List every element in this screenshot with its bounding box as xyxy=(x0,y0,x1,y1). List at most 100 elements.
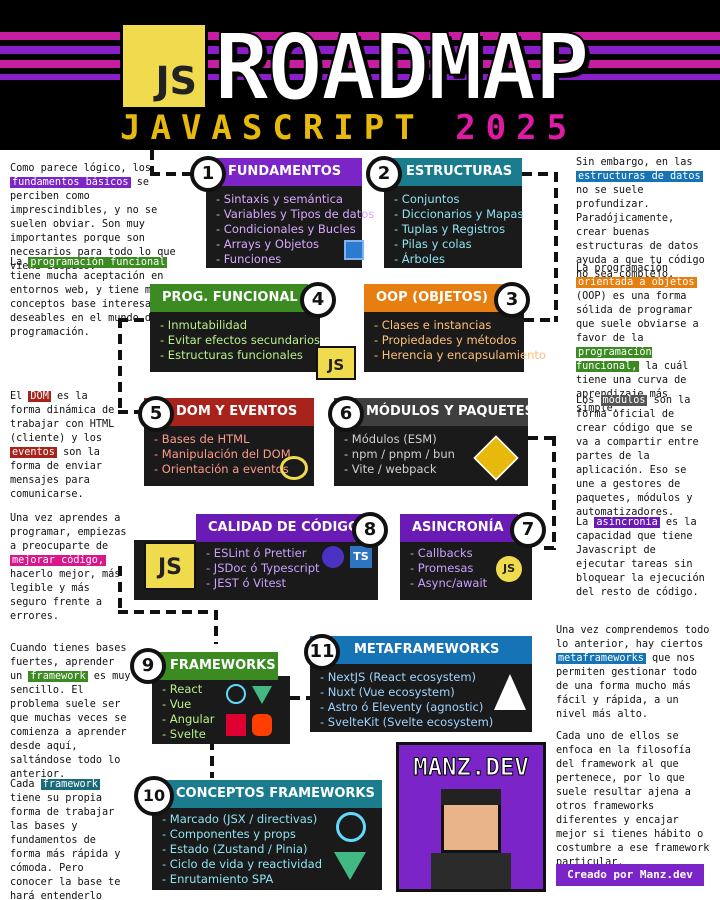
network-icon xyxy=(280,456,308,480)
topic-item: - Módulos (ESM) xyxy=(344,432,437,446)
subtitle-year: 2025 xyxy=(455,108,578,148)
note-text: no se suele profundizar. Paradójicamente… xyxy=(576,185,705,280)
topic-item: - React xyxy=(162,682,203,696)
topic-item: - Orientación a eventos xyxy=(154,462,289,476)
connector-line xyxy=(118,318,154,322)
note-prog-funcional: La programación funcional tiene mucha ac… xyxy=(10,256,188,340)
js-logo-text: JS xyxy=(155,59,197,103)
note-text: hacerlo mejor, más legible y más seguro … xyxy=(10,569,121,622)
connector-line xyxy=(552,436,556,550)
connector-line xyxy=(118,410,144,414)
vue-icon xyxy=(252,686,272,704)
topic-item: - Estructuras funcionales xyxy=(160,348,303,362)
credit-badge[interactable]: Creado por Manz.dev xyxy=(556,864,704,886)
topic-number: 11 xyxy=(304,634,340,670)
note-calidad: Una vez aprendes a programar, empiezas a… xyxy=(10,512,128,624)
topic-number: 9 xyxy=(130,648,166,684)
note-highlight: programación funcional xyxy=(28,257,168,268)
avatar-hair xyxy=(441,789,501,805)
topic-box-asincronia: - Callbacks - Promesas - Async/await JS xyxy=(400,540,532,600)
topic-list: - Marcado (JSX / directivas) - Component… xyxy=(152,806,382,893)
connector-line xyxy=(210,740,214,778)
note-highlight: DOM xyxy=(28,391,51,402)
note-highlight: framework xyxy=(40,779,100,790)
note-text: Cada xyxy=(10,779,35,790)
note-text: La xyxy=(576,517,589,528)
topic-list: - Bases de HTML - Manipulación del DOM -… xyxy=(144,426,314,483)
topic-number: 1 xyxy=(190,156,226,192)
note-highlight: metaframeworks xyxy=(556,653,646,664)
note-metaframeworks: Una vez comprendemos todo lo anterior, h… xyxy=(556,624,710,722)
connector-line xyxy=(118,318,122,412)
note-text: son la forma de enviar mensajes para com… xyxy=(10,447,103,500)
note-highlight: eventos xyxy=(10,447,57,458)
topic-item: - Ciclo de vida y reactividad xyxy=(162,857,323,871)
note-highlight: asincronía xyxy=(594,517,660,528)
topic-number: 3 xyxy=(494,282,530,318)
note-oop: La programación orientada a objetos (OOP… xyxy=(576,262,710,416)
topic-item: - Vite / webpack xyxy=(344,462,437,476)
connector-line xyxy=(118,610,218,614)
note-estructuras: Sin embargo, en las estructuras de datos… xyxy=(576,156,710,282)
note-highlight: framework xyxy=(28,671,88,682)
note-frameworks: Cuando tienes bases fuertes, aprender un… xyxy=(10,642,132,782)
async-js-icon: JS xyxy=(496,556,522,582)
topic-item: - npm / pnpm / bun xyxy=(344,447,455,461)
topic-box-conceptos: - Marcado (JSX / directivas) - Component… xyxy=(152,806,382,890)
topic-item: - Svelte xyxy=(162,727,206,741)
brand-card: MANZ.DEV xyxy=(396,742,546,892)
topic-number: 2 xyxy=(366,156,402,192)
topic-item: - JEST ó Vitest xyxy=(206,576,287,590)
topic-title-fundamentos: FUNDAMENTOS xyxy=(206,158,362,186)
angular-icon xyxy=(226,714,246,736)
topic-item: - Inmutabilidad xyxy=(160,318,248,332)
js-icon: JS xyxy=(316,346,356,380)
connector-line xyxy=(554,172,558,322)
subtitle-main: JAVASCRIPT xyxy=(120,108,425,148)
header-stripe xyxy=(0,60,720,68)
topic-item: - JSDoc ó Typescript xyxy=(206,561,320,575)
connector-line xyxy=(150,172,206,176)
topic-item: - Arrays y Objetos xyxy=(216,237,320,251)
note-dom: El DOM es la forma dinámica de trabajar … xyxy=(10,390,116,502)
topic-item: - Clases e instancias xyxy=(374,318,492,332)
connector-line xyxy=(150,150,154,172)
topic-list: - Conjuntos - Diccionarios y Mapas - Tup… xyxy=(384,186,523,273)
topic-item: - Conjuntos xyxy=(394,192,460,206)
topic-item: - Funciones xyxy=(216,252,282,266)
topic-item: - Enrutamiento SPA xyxy=(162,872,274,886)
topic-list: - Sintaxis y semántica - Variables y Tip… xyxy=(206,186,374,273)
topic-item: - Componentes y props xyxy=(162,827,296,841)
topic-item: - Promesas xyxy=(410,561,474,575)
note-highlight: programación funcional, xyxy=(576,347,652,372)
topic-item: - Árboles xyxy=(394,252,445,266)
topic-box-oop: - Clases e instancias - Propiedades y mé… xyxy=(364,312,546,372)
note-text: Sin embargo, en las xyxy=(576,157,693,168)
note-text: Cuando tienes bases fuertes, aprender un xyxy=(10,643,127,682)
note-text: La programación xyxy=(576,263,669,274)
topic-list: - Inmutabilidad - Evitar efectos secunda… xyxy=(150,312,320,369)
note-text: es la forma dinámica de trabajar con HTM… xyxy=(10,391,115,444)
js-logo-icon: JS xyxy=(120,22,208,110)
topic-item: - Manipulación del DOM xyxy=(154,447,291,461)
topic-list: - Callbacks - Promesas - Async/await xyxy=(400,540,532,597)
note-asincronia: La asincronía es la capacidad que tiene … xyxy=(576,516,710,600)
topic-title-metaframeworks: METAFRAMEWORKS xyxy=(310,636,532,664)
note-text: Como parece lógico, los xyxy=(10,163,152,174)
topic-item: - ESLint ó Prettier xyxy=(206,546,307,560)
topic-title-prog-funcional: PROG. FUNCIONAL xyxy=(150,284,308,312)
note-highlight: orientada a objetos xyxy=(576,277,697,288)
topic-item: - Async/await xyxy=(410,576,488,590)
topic-list: - Clases e instancias - Propiedades y mé… xyxy=(364,312,546,369)
connector-line xyxy=(544,546,556,550)
topic-box-estructuras: - Conjuntos - Diccionarios y Mapas - Tup… xyxy=(384,186,523,268)
note-text: son la forma oficial de crear código que… xyxy=(576,395,699,518)
topic-item: - Condicionales y Bucles xyxy=(216,222,356,236)
topic-box-metaframeworks: - NextJS (React ecosystem) - Nuxt (Vue e… xyxy=(310,664,532,732)
vue-icon xyxy=(334,852,366,880)
topic-item: - Astro ó Eleventy (agnostic) xyxy=(320,700,484,714)
topic-title-frameworks: FRAMEWORKS xyxy=(152,652,278,680)
note-text: Cada uno de ellos se enfoca en la filoso… xyxy=(556,731,710,868)
note-text: El xyxy=(10,391,23,402)
topic-box-modulos: - Módulos (ESM) - npm / pnpm / bun - Vit… xyxy=(334,426,528,486)
